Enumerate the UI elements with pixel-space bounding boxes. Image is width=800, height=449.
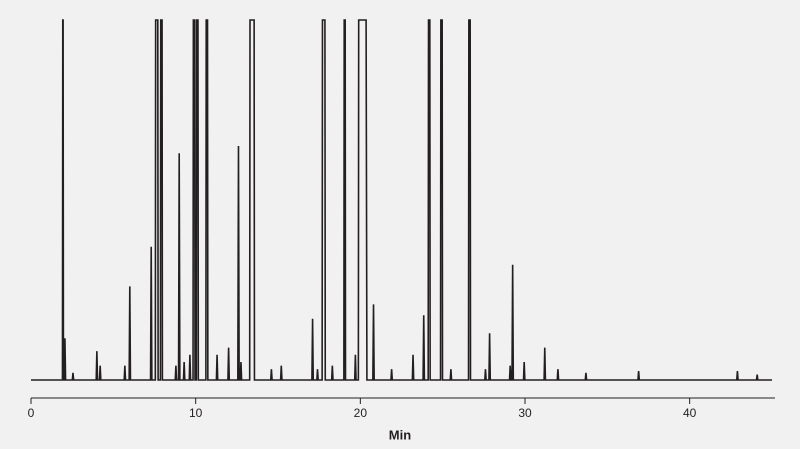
x-tick-label: 10	[189, 406, 203, 420]
x-tick-label: 40	[683, 406, 697, 420]
x-axis-label: Min	[389, 427, 411, 442]
x-tick-label: 20	[354, 406, 368, 420]
x-tick-label: 30	[518, 406, 532, 420]
x-tick-label: 0	[28, 406, 35, 420]
chromatogram-trace	[31, 19, 772, 381]
